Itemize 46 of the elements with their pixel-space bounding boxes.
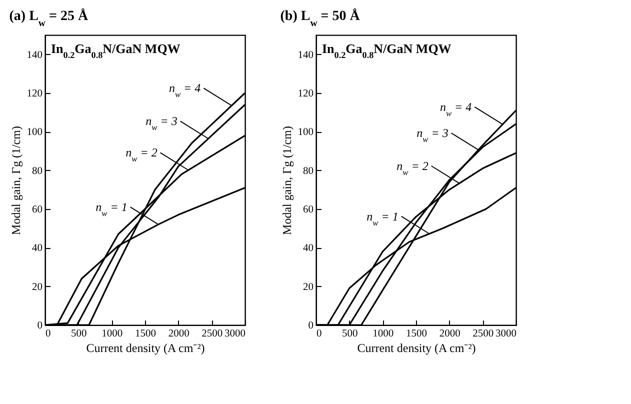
y-tick-label: 140 — [26, 50, 42, 61]
y-tick-label: 40 — [303, 243, 314, 254]
y-tick-label: 20 — [303, 282, 314, 293]
legend-label: n$_{w}$ = 3 — [146, 114, 178, 132]
annotation: In$_{0.2}$Ga$_{0.8}$N/GaN MQW — [322, 41, 452, 60]
legend-label: n$_{w}$ = 4 — [168, 81, 201, 99]
x-axis-title: Current density (A cm⁻²) — [86, 341, 205, 355]
legend-label: n$_{w}$ = 3 — [416, 126, 448, 144]
x-tick-label: 2000 — [439, 328, 460, 340]
x-tick-label: 3000 — [496, 328, 516, 340]
x-tick-label: 1500 — [406, 328, 427, 340]
x-axis-title: Current density (A cm⁻²) — [357, 341, 476, 355]
x-tick-label: 3000 — [224, 328, 246, 340]
x-tick-label: 1000 — [372, 328, 394, 340]
y-tick-label: 0 — [308, 320, 314, 332]
x-tick-label: 500 — [342, 328, 358, 340]
y-tick-label: 120 — [298, 88, 314, 100]
y-tick-label: 20 — [32, 282, 42, 293]
x-tick-label: 500 — [70, 328, 87, 340]
y-tick-label: 0 — [37, 320, 42, 332]
y-tick-label: 40 — [32, 243, 42, 254]
y-tick-label: 80 — [32, 166, 42, 177]
legend-label: n$_{w}$ = 4 — [440, 100, 472, 118]
x-tick-label: 2500 — [202, 328, 223, 340]
y-tick-label: 100 — [26, 127, 42, 138]
y-tick-label: 80 — [303, 166, 314, 177]
y-tick-label: 120 — [26, 88, 42, 100]
y-tick-label: 140 — [298, 50, 314, 61]
x-tick-label: 0 — [46, 328, 51, 340]
x-tick-label: 0 — [316, 328, 322, 340]
legend-label: n$_{w}$ = 2 — [396, 158, 428, 176]
x-tick-label: 2500 — [472, 328, 494, 340]
y-tick-label: 100 — [298, 127, 314, 138]
annotation: In$_{0.2}$Ga$_{0.8}$N/GaN MQW — [51, 41, 180, 60]
x-tick-label: 2000 — [168, 328, 190, 340]
legend-label: n$_{w}$ = 1 — [366, 209, 398, 227]
legend-label: n$_{w}$ = 1 — [96, 200, 128, 218]
chart-title: (b) L$_{w}$ = 50 Å — [280, 8, 361, 28]
x-tick-label: 1500 — [135, 328, 156, 340]
y-axis-title: Modal gain, Γg (1/cm) — [8, 126, 23, 235]
x-tick-label: 1000 — [102, 328, 123, 340]
y-tick-label: 60 — [303, 204, 314, 216]
legend-label: n$_{w}$ = 2 — [126, 146, 158, 164]
y-tick-label: 60 — [32, 204, 42, 216]
chart-title: (a) L$_{w}$ = 25 Å — [9, 8, 89, 28]
y-axis-title: Modal gain, Γg (1/cm) — [280, 126, 294, 235]
